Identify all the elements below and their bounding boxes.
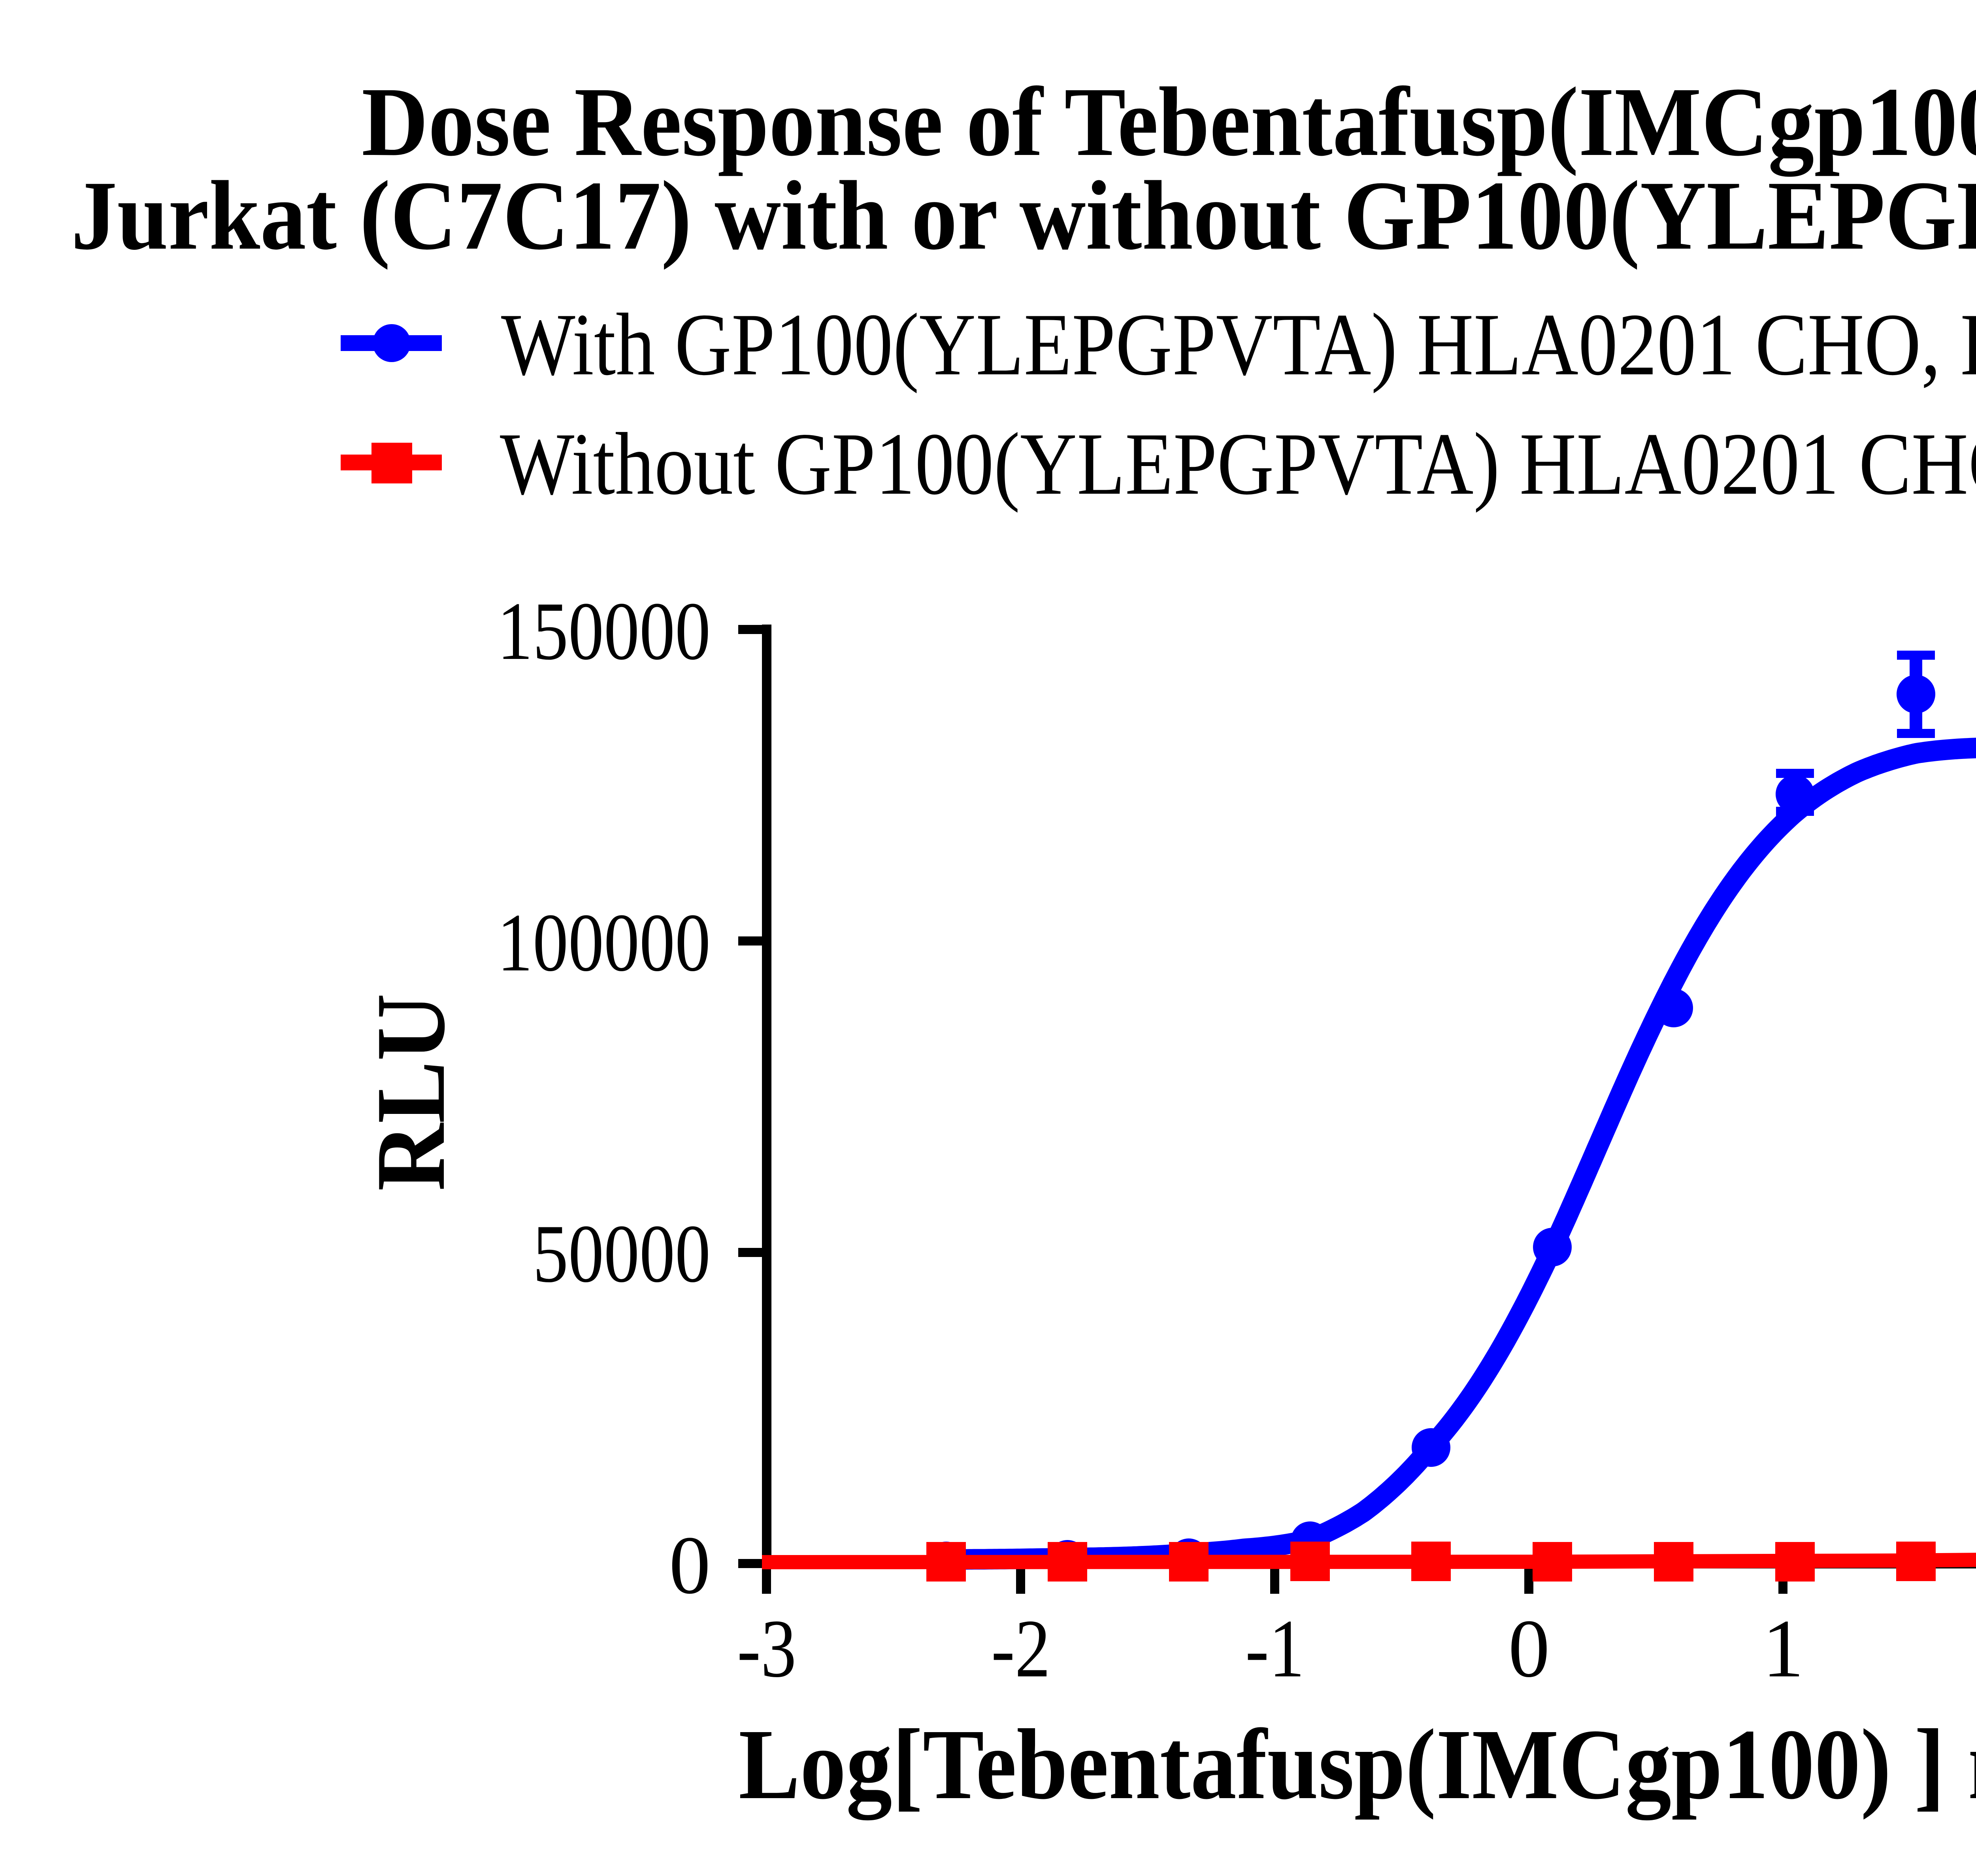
svg-text:Dose Response of Tebentafusp(I: Dose Response of Tebentafusp(IMCgp100) i… (362, 67, 1976, 177)
svg-text:50000: 50000 (533, 1208, 711, 1300)
svg-text:0: 0 (1508, 1603, 1550, 1695)
svg-text:-2: -2 (991, 1603, 1050, 1695)
svg-text:100000: 100000 (497, 897, 711, 989)
svg-text:With GP100(YLEPGPVTA) HLA0201: With GP100(YLEPGPVTA) HLA0201 CHO, EC50 … (501, 295, 1976, 394)
svg-text:0: 0 (669, 1519, 711, 1611)
svg-text:150000: 150000 (497, 585, 711, 677)
svg-text:-3: -3 (737, 1603, 796, 1695)
svg-text:Jurkat (C7C17) with or without: Jurkat (C7C17) with or without GP100(YLE… (71, 161, 1976, 270)
svg-text:Log[Tebentafusp(IMCgp100) ] ng: Log[Tebentafusp(IMCgp100) ] ng/ml (739, 1709, 1976, 1820)
svg-text:1: 1 (1763, 1603, 1804, 1695)
svg-text:-1: -1 (1245, 1603, 1305, 1695)
svg-text:Without GP100(YLEPGPVTA) HLA02: Without GP100(YLEPGPVTA) HLA0201 CHO, EC… (500, 414, 1976, 513)
svg-text:RLU: RLU (356, 993, 466, 1191)
